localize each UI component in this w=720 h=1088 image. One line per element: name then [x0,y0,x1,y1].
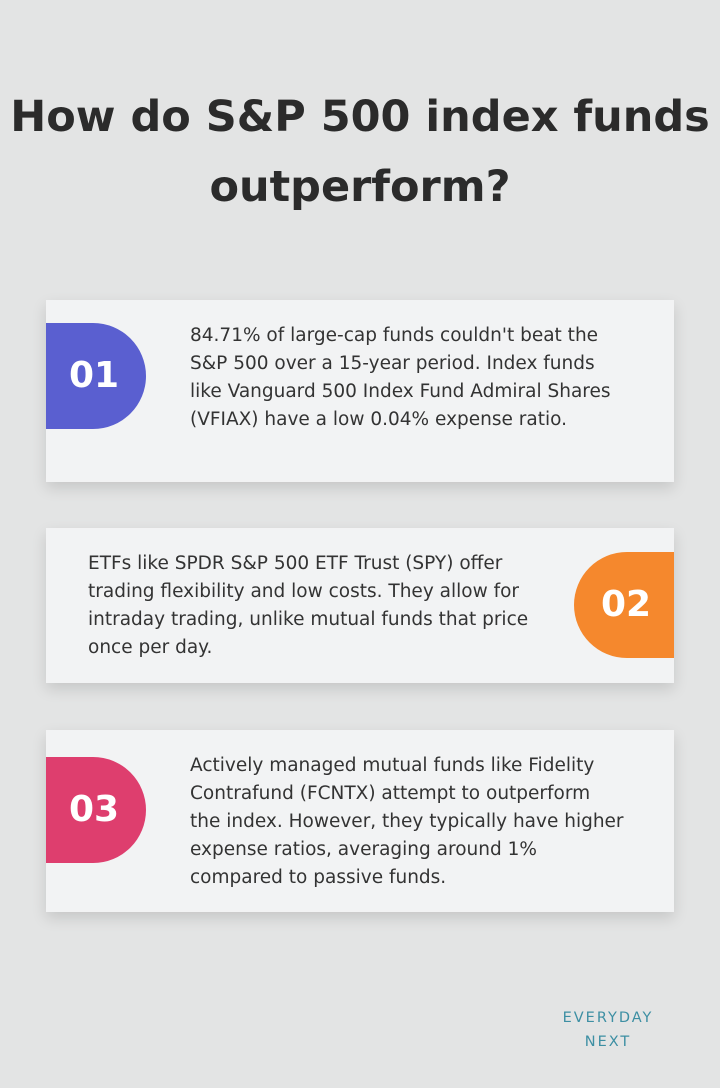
info-card-2: ETFs like SPDR S&P 500 ETF Trust (SPY) o… [46,528,674,683]
brand-logo: EVERYDAY NEXT [560,1006,656,1054]
info-card-3: 03 Actively managed mutual funds like Fi… [46,730,674,912]
brand-logo-line-2: NEXT [584,1034,632,1050]
card-number-badge-3: 03 [46,757,146,863]
card-number-badge-2: 02 [574,552,674,658]
page-title: How do S&P 500 index funds outperform? [10,92,710,212]
card-text-1: 84.71% of large-cap funds couldn't beat … [190,325,611,430]
card-number-badge-1: 01 [46,323,146,429]
brand-logo-line-1: EVERYDAY [562,1010,654,1026]
info-card-1: 01 84.71% of large-cap funds couldn't be… [46,300,674,482]
card-text-3: Actively managed mutual funds like Fidel… [190,755,624,888]
card-text-2: ETFs like SPDR S&P 500 ETF Trust (SPY) o… [88,553,529,658]
